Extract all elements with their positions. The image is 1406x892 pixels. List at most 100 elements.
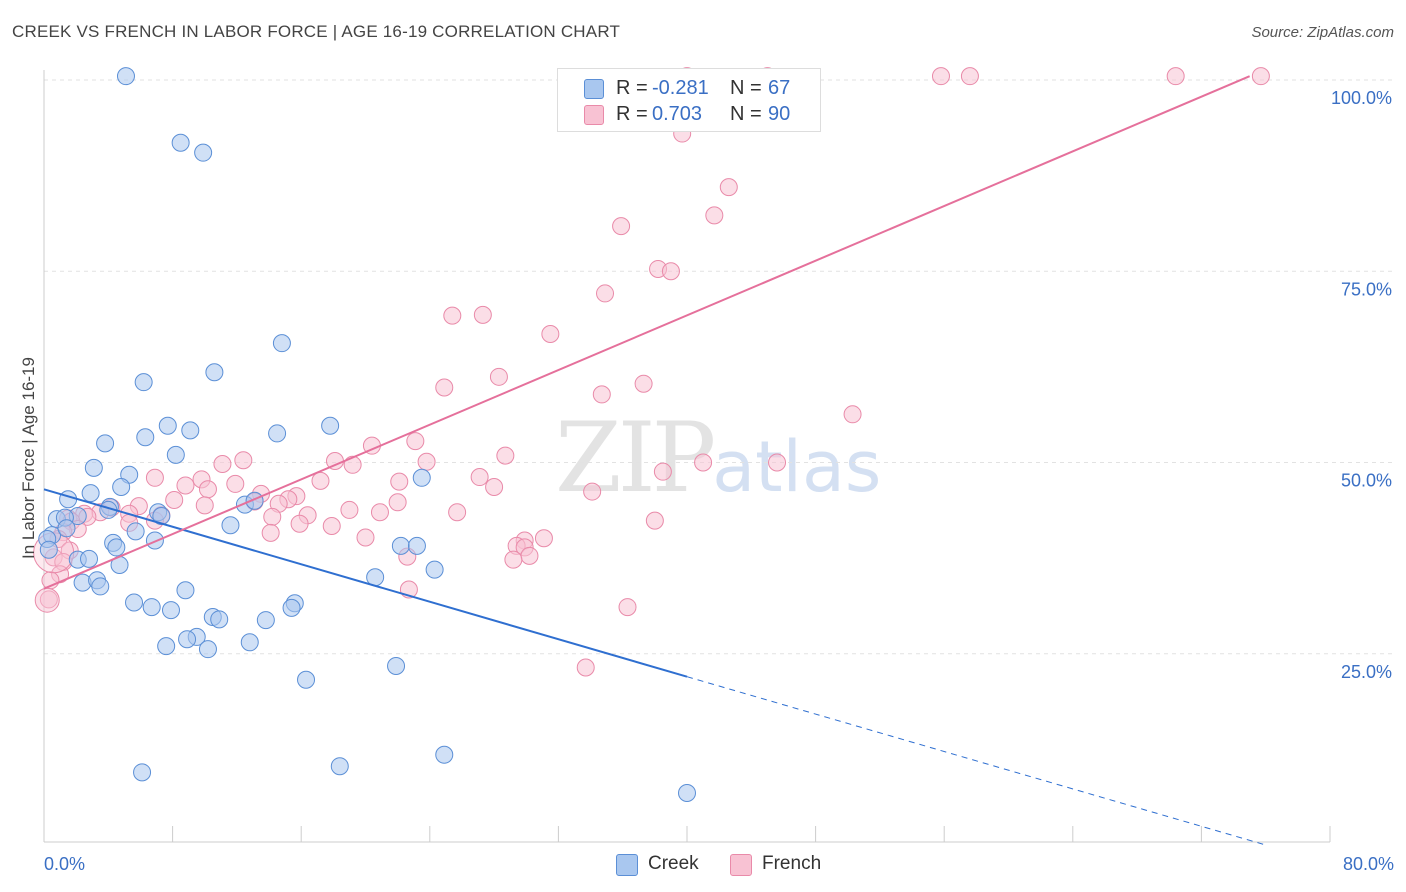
creek-point[interactable]	[134, 373, 153, 392]
creek-point[interactable]	[205, 363, 224, 382]
french-point[interactable]	[592, 385, 611, 404]
creek-point[interactable]	[80, 549, 99, 568]
french-point[interactable]	[435, 378, 454, 397]
creek-point[interactable]	[142, 598, 161, 617]
french-point[interactable]	[234, 451, 253, 470]
creek-point[interactable]	[176, 581, 195, 600]
french-point[interactable]	[145, 468, 164, 487]
french-point[interactable]	[653, 462, 672, 481]
french-point[interactable]	[370, 503, 389, 522]
creek-point[interactable]	[391, 536, 410, 555]
french-point[interactable]	[661, 262, 680, 281]
creek-point[interactable]	[157, 637, 176, 656]
french-point[interactable]	[417, 452, 436, 471]
creek-point[interactable]	[59, 490, 78, 509]
french-point[interactable]	[165, 490, 184, 509]
creek-point[interactable]	[116, 67, 135, 86]
french-point[interactable]	[322, 516, 341, 535]
french-point[interactable]	[634, 374, 653, 393]
french-point[interactable]	[694, 453, 713, 472]
french-point[interactable]	[443, 306, 462, 325]
creek-point[interactable]	[158, 416, 177, 435]
french-point[interactable]	[843, 405, 862, 424]
creek-point[interactable]	[125, 593, 144, 612]
french-point[interactable]	[406, 432, 425, 451]
french-point[interactable]	[485, 477, 504, 496]
french-point[interactable]	[1251, 67, 1270, 86]
creek-point[interactable]	[126, 522, 145, 541]
french-point[interactable]	[583, 482, 602, 501]
creek-point[interactable]	[425, 560, 444, 579]
french-point[interactable]	[576, 658, 595, 677]
creek-point[interactable]	[39, 540, 58, 559]
french-point[interactable]	[612, 217, 631, 236]
creek-point[interactable]	[178, 630, 197, 649]
creek-point[interactable]	[194, 143, 213, 162]
creek-point[interactable]	[166, 445, 185, 464]
creek-point[interactable]	[678, 783, 696, 802]
french-point[interactable]	[176, 476, 195, 495]
watermark-zip: ZIP	[555, 402, 716, 514]
french-point[interactable]	[263, 507, 282, 526]
french-point[interactable]	[520, 546, 539, 565]
french-point[interactable]	[473, 305, 492, 324]
creek-point[interactable]	[112, 477, 131, 496]
french-point[interactable]	[448, 503, 467, 522]
french-point[interactable]	[596, 284, 615, 303]
creek-point[interactable]	[412, 468, 431, 487]
creek-point[interactable]	[181, 421, 200, 440]
french-point[interactable]	[541, 324, 560, 343]
french-point[interactable]	[470, 468, 489, 487]
french-point[interactable]	[618, 598, 637, 617]
creek-point[interactable]	[330, 757, 349, 776]
creek-point[interactable]	[91, 577, 110, 596]
french-point[interactable]	[198, 480, 217, 499]
french-point[interactable]	[504, 550, 523, 569]
french-point[interactable]	[343, 455, 362, 474]
french-point[interactable]	[311, 471, 330, 490]
creek-point[interactable]	[210, 610, 229, 629]
french-point[interactable]	[390, 472, 409, 491]
french-point[interactable]	[261, 523, 280, 542]
creek-point[interactable]	[96, 434, 115, 453]
french-point[interactable]	[340, 500, 359, 519]
french-point[interactable]	[705, 206, 724, 225]
creek-point[interactable]	[107, 538, 126, 557]
creek-point[interactable]	[256, 611, 275, 630]
french-point[interactable]	[388, 493, 407, 512]
creek-point[interactable]	[272, 334, 291, 353]
creek-point[interactable]	[221, 516, 240, 535]
french-point[interactable]	[195, 496, 214, 515]
creek-point[interactable]	[198, 640, 217, 659]
french-point[interactable]	[1166, 67, 1185, 86]
creek-point[interactable]	[268, 424, 287, 443]
creek-point[interactable]	[84, 458, 103, 477]
french-point[interactable]	[645, 511, 664, 530]
french-point[interactable]	[960, 67, 979, 86]
french-point[interactable]	[931, 67, 950, 86]
legend: Creek French	[0, 852, 1406, 878]
creek-point[interactable]	[152, 507, 171, 526]
creek-point[interactable]	[387, 656, 406, 675]
creek-point[interactable]	[282, 598, 301, 617]
french-point[interactable]	[496, 446, 515, 465]
creek-point[interactable]	[297, 670, 316, 689]
french-point[interactable]	[226, 474, 245, 493]
french-point[interactable]	[534, 529, 553, 548]
french-point[interactable]	[356, 528, 375, 547]
creek-point[interactable]	[240, 633, 259, 652]
french-point[interactable]	[290, 514, 309, 533]
creek-point[interactable]	[57, 519, 76, 538]
french-point[interactable]	[213, 455, 232, 474]
french-point[interactable]	[719, 178, 738, 197]
creek-point[interactable]	[136, 428, 155, 447]
creek-point[interactable]	[161, 601, 180, 620]
creek-point[interactable]	[81, 484, 100, 503]
creek-point[interactable]	[407, 536, 426, 555]
french-point[interactable]	[489, 367, 508, 386]
creek-point[interactable]	[435, 745, 454, 764]
creek-point[interactable]	[133, 763, 152, 782]
creek-point[interactable]	[171, 133, 190, 152]
creek-point[interactable]	[321, 416, 340, 435]
french-point[interactable]	[768, 453, 787, 472]
